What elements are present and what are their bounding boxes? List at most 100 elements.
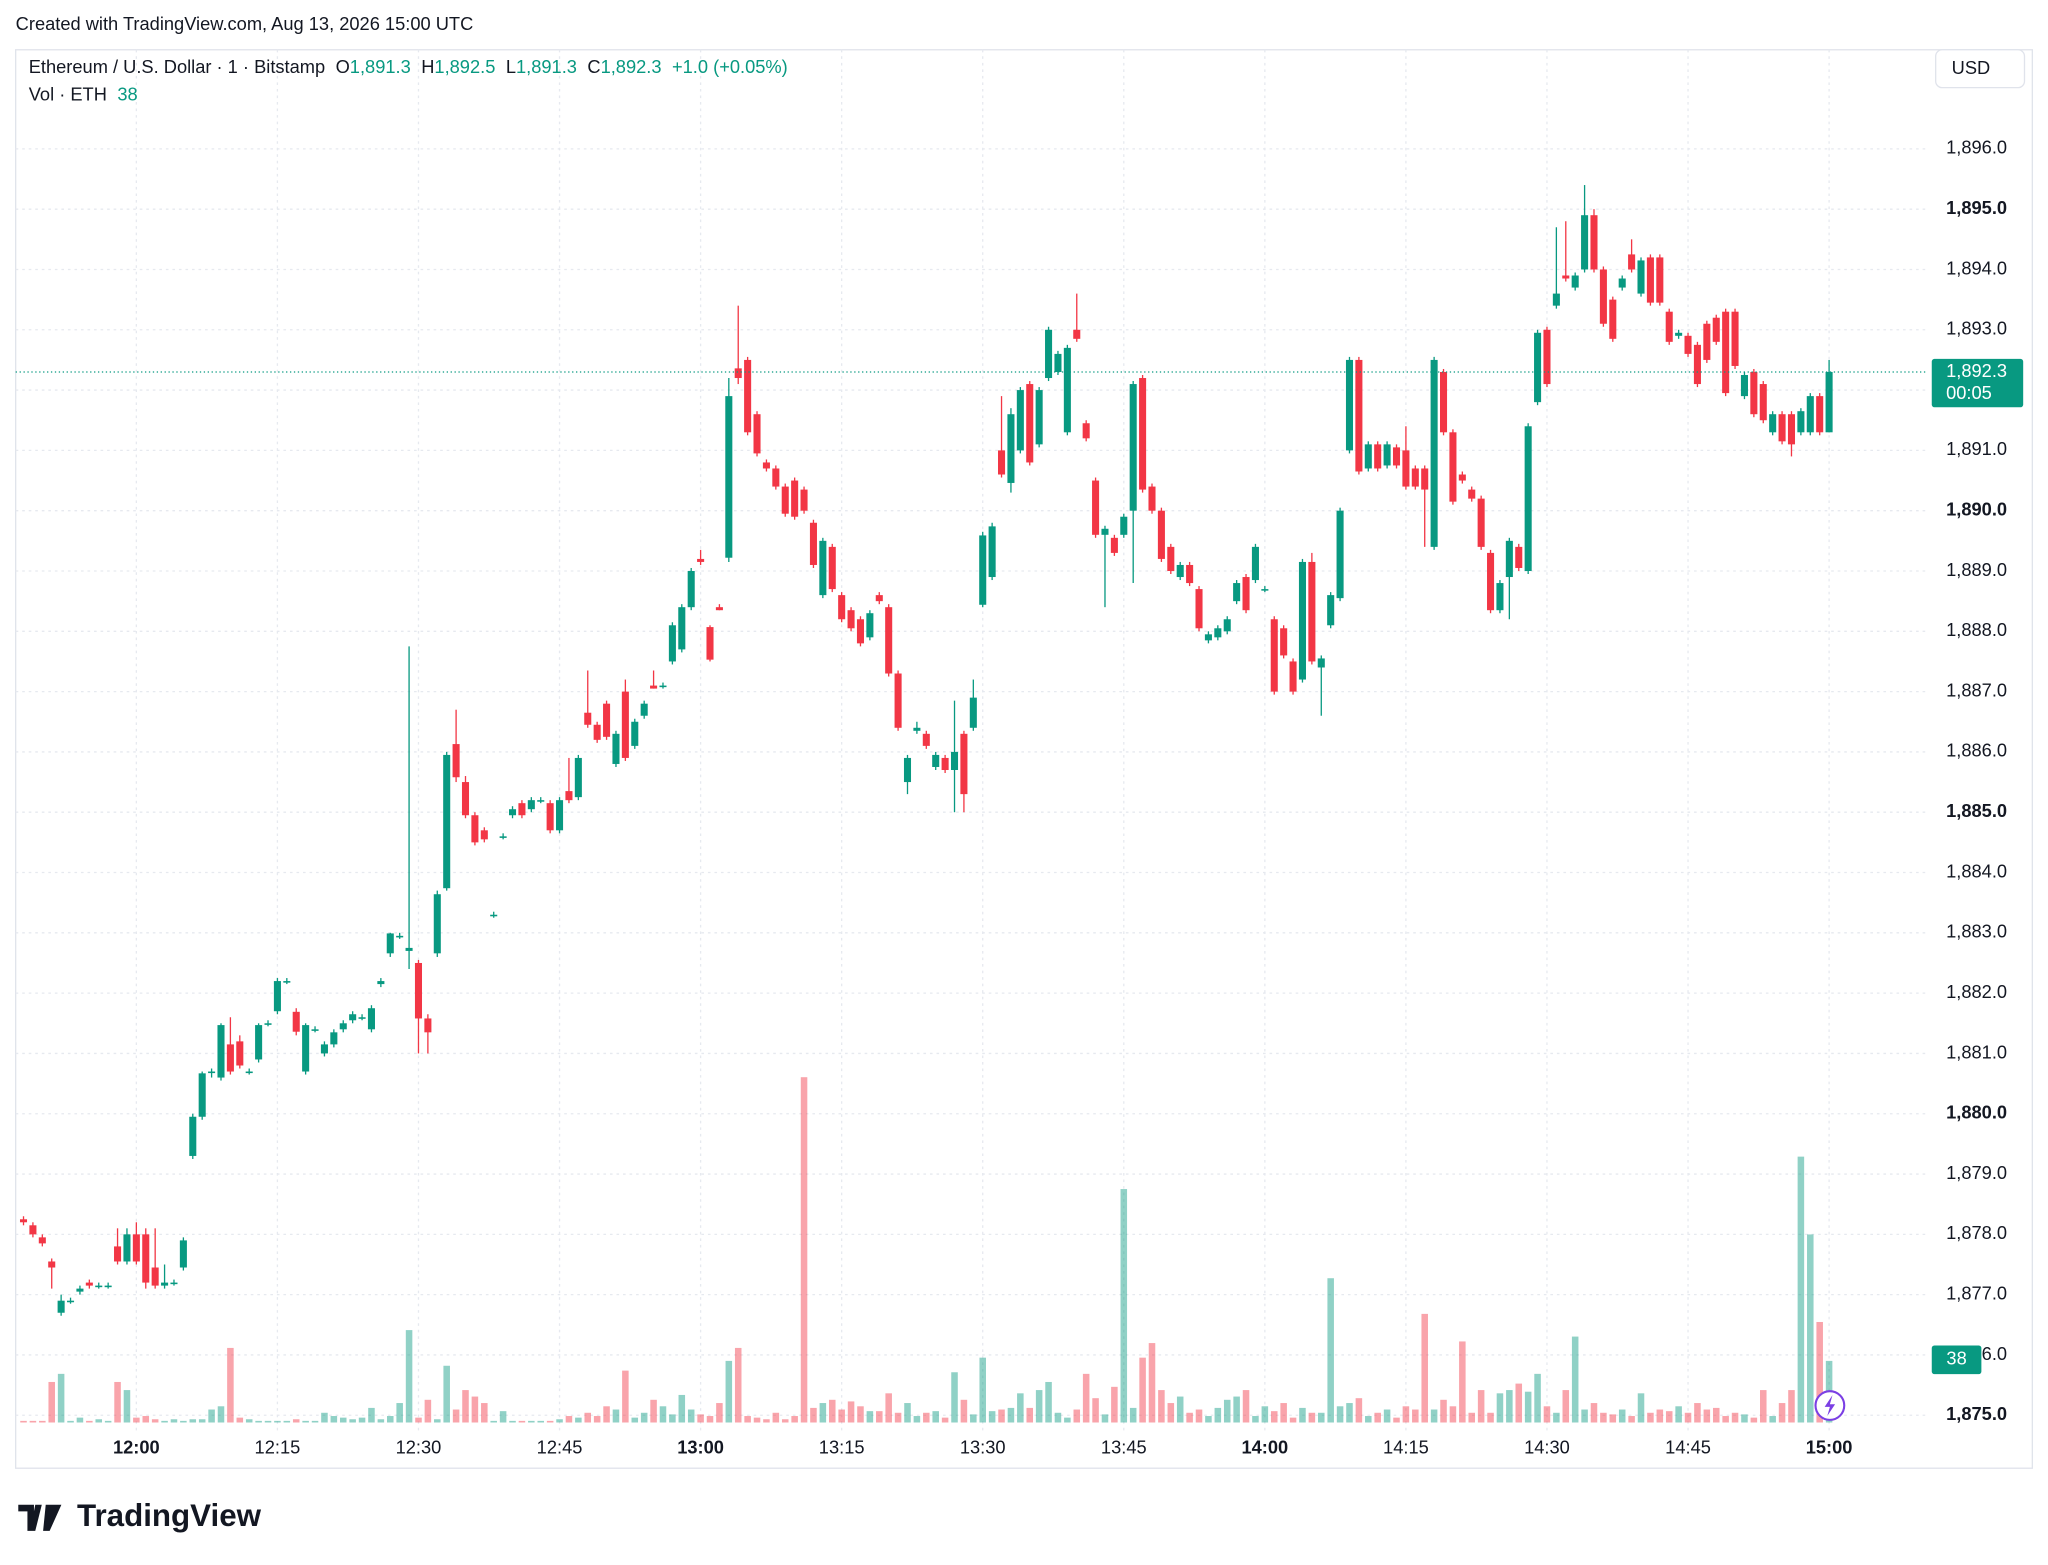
- candle-body: [57, 1300, 65, 1313]
- candle-body: [1242, 577, 1250, 611]
- candle-body: [1628, 254, 1636, 270]
- candle-body: [1684, 335, 1692, 354]
- candle-body: [208, 1071, 216, 1074]
- candle-body: [1392, 447, 1401, 466]
- volume-bar: [133, 1417, 140, 1423]
- candle-body: [1487, 552, 1495, 611]
- volume-bar: [161, 1420, 168, 1423]
- currency[interactable]: USD: [1952, 57, 1991, 78]
- volume-bar: [537, 1420, 544, 1423]
- candle-body: [1562, 275, 1570, 279]
- volume-bar: [20, 1420, 27, 1423]
- volume-bar: [659, 1406, 667, 1423]
- candle-body: [1778, 414, 1786, 442]
- volume-bar: [1139, 1357, 1146, 1423]
- volume-bar: [471, 1396, 479, 1423]
- candle-body: [1637, 260, 1645, 294]
- candle-body: [1411, 468, 1419, 487]
- volume-bar: [612, 1409, 620, 1423]
- volume-bar: [1553, 1412, 1560, 1423]
- candle-body: [1750, 371, 1758, 415]
- volume-bar: [1129, 1407, 1137, 1423]
- volume-bar: [1365, 1416, 1372, 1423]
- candle-body: [1430, 359, 1438, 547]
- x-tick-label: 13:45: [1101, 1436, 1147, 1457]
- icon-bolt[interactable]: [1824, 1395, 1836, 1416]
- volume-bar: [1571, 1336, 1579, 1423]
- candle-body: [1186, 564, 1194, 584]
- candle-body: [1364, 444, 1372, 469]
- volume-bar: [772, 1412, 780, 1423]
- candle-body: [772, 468, 780, 487]
- candle-body: [631, 721, 639, 746]
- candle-body: [791, 480, 799, 517]
- volume-bar: [1195, 1409, 1203, 1423]
- candle-body: [255, 1025, 263, 1060]
- candle-body: [1223, 619, 1231, 632]
- candle-body: [424, 1018, 432, 1033]
- volume-bar: [706, 1416, 714, 1423]
- candle-body: [1703, 323, 1711, 360]
- volume-bar: [810, 1407, 817, 1423]
- candle-body: [1524, 426, 1532, 571]
- volume-bar: [1073, 1409, 1081, 1423]
- candle-body: [866, 613, 874, 638]
- volume-bar: [1261, 1406, 1269, 1423]
- candle-body: [998, 450, 1006, 475]
- frame: [15, 49, 2033, 1469]
- volume-bar: [1628, 1416, 1635, 1423]
- candle-body: [979, 535, 987, 605]
- volume-bar: [1412, 1409, 1419, 1423]
- volume-bar: [1289, 1417, 1297, 1423]
- volume-bar: [1816, 1321, 1823, 1423]
- volume-bar: [499, 1411, 507, 1423]
- volume-bar: [114, 1381, 121, 1423]
- y-tick-label: 1,890.0: [1946, 499, 2007, 520]
- candle-body: [1214, 628, 1222, 638]
- candle-body: [1797, 411, 1805, 433]
- volume-bar: [1637, 1393, 1645, 1423]
- volume-bar: [387, 1416, 394, 1423]
- header-legend: Ethereum / U.S. Dollar · 1 · Bitstamp O1,…: [29, 56, 788, 77]
- change: +1.0 (+0.05%): [672, 56, 788, 77]
- currency-button[interactable]: [1935, 49, 2026, 89]
- candle-body: [593, 724, 601, 740]
- candle-body: [941, 757, 949, 771]
- candle-body: [1082, 423, 1090, 439]
- volume-bar: [443, 1365, 450, 1423]
- candle-body: [687, 570, 695, 608]
- assistant-icon[interactable]: [1814, 1390, 1846, 1421]
- candle-body: [226, 1044, 234, 1072]
- close-label: C: [587, 56, 600, 77]
- volume-bar: [1035, 1390, 1043, 1423]
- volume-bar: [518, 1420, 526, 1423]
- volume-bar: [1609, 1414, 1617, 1423]
- volume-bar: [1402, 1406, 1410, 1423]
- candle-body: [1195, 589, 1203, 629]
- volume-bar: [640, 1412, 648, 1423]
- volume-bar: [828, 1399, 836, 1423]
- candle-body: [19, 1219, 28, 1223]
- candle-body: [697, 558, 705, 562]
- candle-body: [809, 522, 817, 565]
- y-tick-label: 1,880.0: [1946, 1102, 2007, 1123]
- volume-bar: [227, 1347, 234, 1423]
- volume-bar: [1449, 1406, 1457, 1423]
- candle-body: [349, 1014, 357, 1021]
- volume-bar: [1675, 1406, 1682, 1423]
- volume-bar: [1506, 1390, 1513, 1423]
- volume-bar: [763, 1419, 770, 1423]
- candle-body: [1016, 390, 1024, 451]
- candle-body: [603, 703, 611, 737]
- candle-body: [556, 800, 564, 831]
- volume-bar: [1205, 1416, 1212, 1423]
- volume-bar: [481, 1403, 488, 1423]
- candle-body: [668, 625, 676, 662]
- volume-bar: [687, 1409, 695, 1423]
- candle-body: [461, 782, 470, 816]
- volume-bar: [603, 1406, 610, 1423]
- candle-body: [217, 1025, 225, 1078]
- candle-body: [574, 757, 582, 798]
